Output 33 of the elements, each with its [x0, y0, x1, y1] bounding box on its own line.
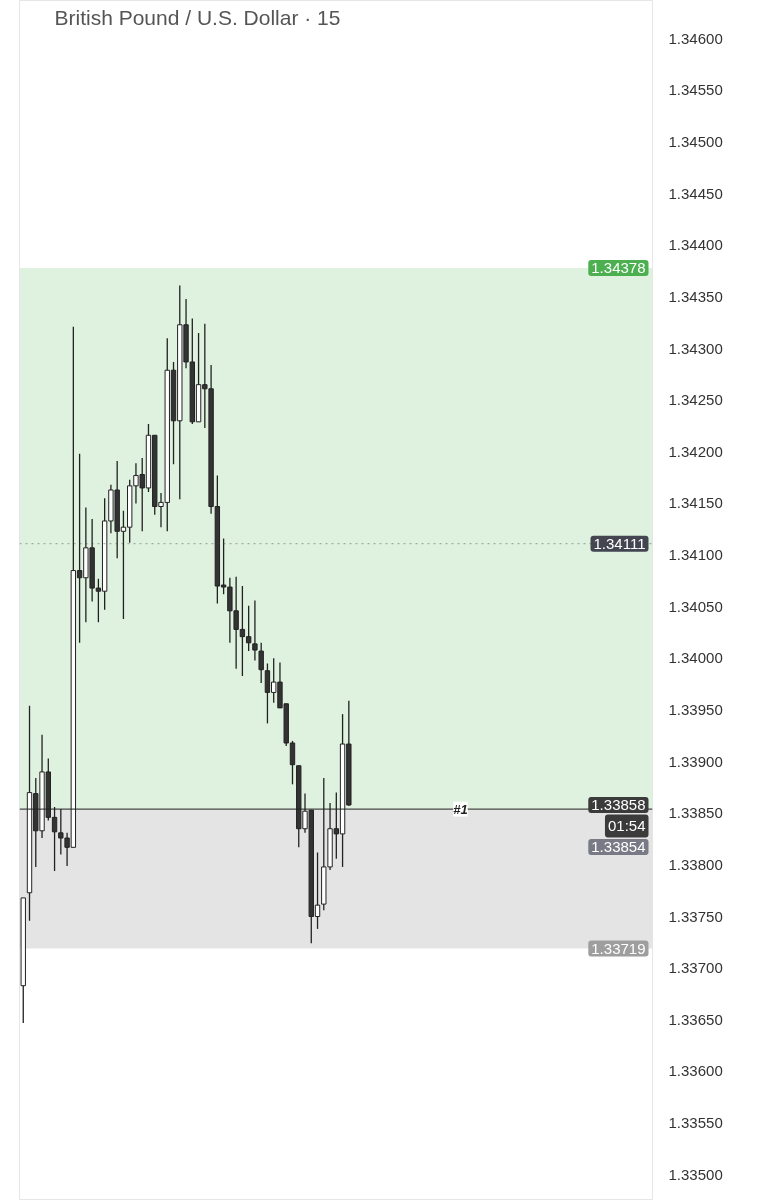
y-tick-label: 1.34450	[668, 184, 723, 202]
y-tick-label: 1.33650	[668, 1010, 723, 1028]
y-tick-label: 1.34000	[668, 649, 723, 667]
annotation: 01:54	[607, 817, 646, 835]
candlestick	[258, 642, 264, 684]
y-tick-label: 1.34200	[668, 442, 723, 460]
band-label: 1.33719	[591, 939, 646, 957]
y-tick-label: 1.34600	[668, 29, 723, 47]
y-tick-label: 1.34500	[668, 132, 723, 150]
y-tick-label: 1.34150	[668, 494, 723, 512]
y-tick-label: 1.33600	[668, 1062, 723, 1080]
y-tick-label: 1.34100	[668, 546, 723, 564]
y-tick-label: 1.33550	[668, 1114, 723, 1132]
y-tick-label: 1.34250	[668, 391, 723, 409]
y-tick-label: 1.33850	[668, 804, 723, 822]
band-label: 1.34378	[591, 258, 646, 276]
y-tick-label: 1.34550	[668, 81, 723, 99]
annotation: 1.33858	[591, 795, 646, 813]
annotation: 1.33854	[591, 837, 646, 855]
y-tick-label: 1.34400	[668, 236, 723, 254]
y-tick-label: 1.33500	[668, 1165, 723, 1183]
y-tick-label: 1.34050	[668, 597, 723, 615]
y-tick-label: 1.33750	[668, 907, 723, 925]
candlestick	[252, 599, 258, 662]
ref-line-label: #1	[453, 801, 468, 817]
y-tick-label: 1.34350	[668, 287, 723, 305]
y-tick-label: 1.33900	[668, 752, 723, 770]
y-tick-label: 1.33700	[668, 959, 723, 977]
ref-line-label: 1.34111	[593, 534, 646, 552]
chart-title: British Pound / U.S. Dollar · 15	[54, 5, 341, 29]
y-tick-label: 1.33950	[668, 700, 723, 718]
y-tick-label: 1.33800	[668, 855, 723, 873]
y-tick-label: 1.34300	[668, 339, 723, 357]
